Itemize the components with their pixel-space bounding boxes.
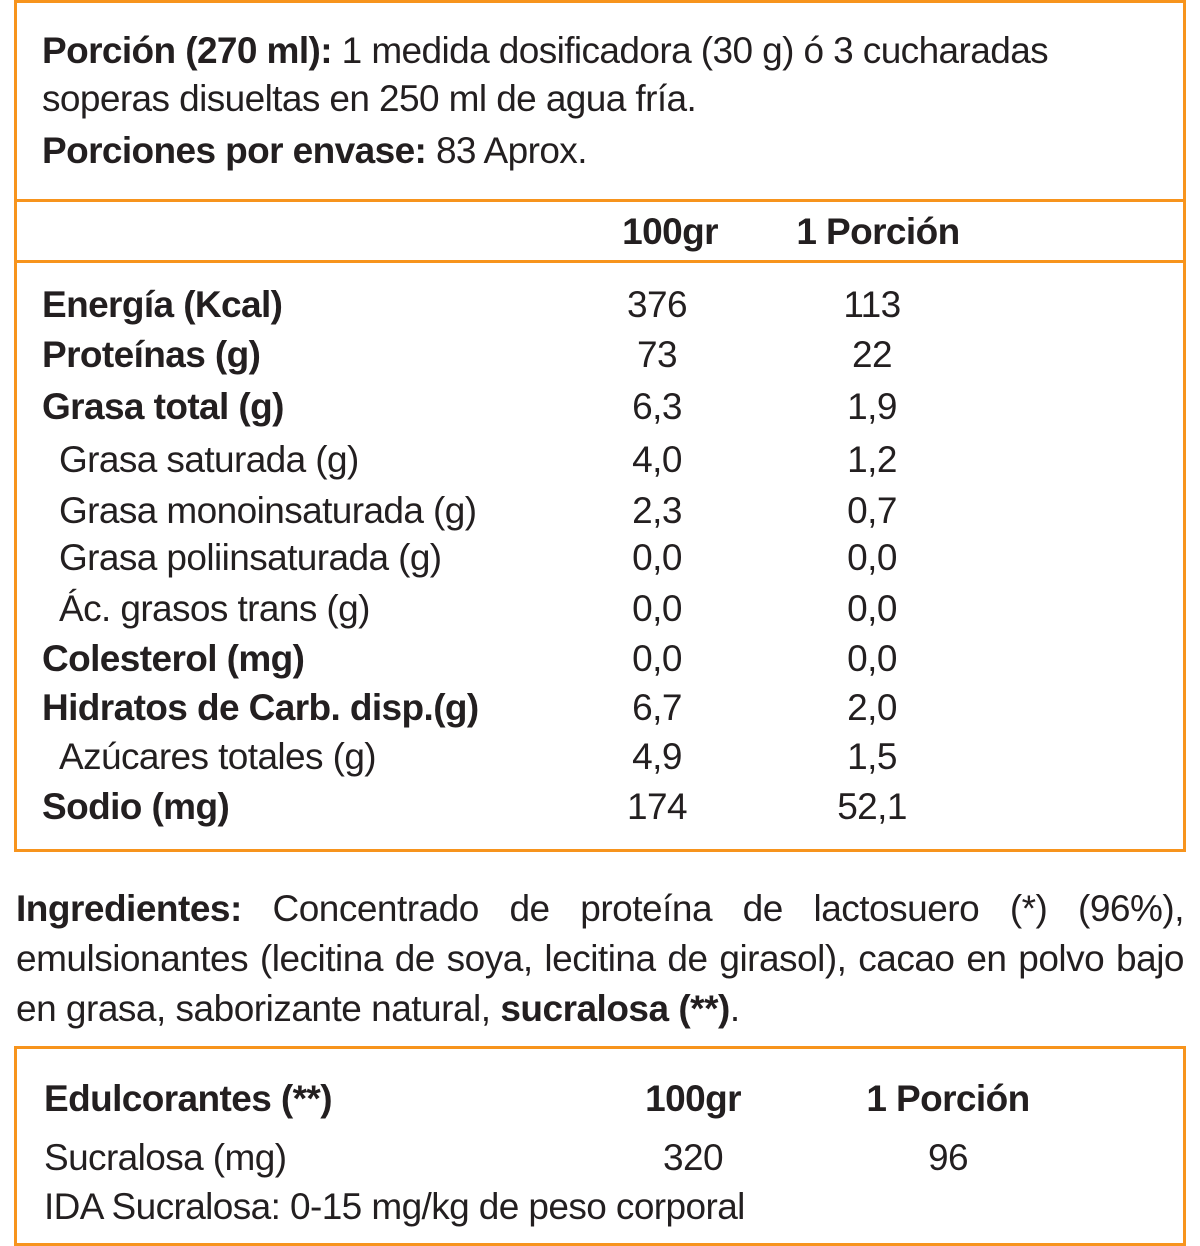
nutrient-label: Colesterol (mg) <box>42 638 305 679</box>
value-100gr: 376 <box>627 284 688 325</box>
value-100gr: 174 <box>627 786 688 827</box>
nutrient-label: Azúcares totales (g) <box>59 736 377 777</box>
value-100gr: 0,0 <box>632 638 682 679</box>
value-100gr: 0,0 <box>632 588 682 629</box>
value-porcion: 2,0 <box>847 687 897 728</box>
sweeteners-header-porcion: 1 Porción <box>866 1078 1030 1119</box>
divider <box>14 199 1186 202</box>
ingredients-end: . <box>729 988 740 1029</box>
ingredients-text: Ingredientes: Concentrado de proteína de… <box>16 884 1185 1034</box>
sucralose-100gr: 320 <box>663 1137 724 1178</box>
serving-text: 1 medida dosificadora (30 g) ó 3 cuchara… <box>331 30 1049 71</box>
value-100gr: 6,3 <box>632 386 682 427</box>
sucralose-label: Sucralosa (mg) <box>44 1137 287 1178</box>
serving-line-2: soperas disueltas en 250 ml de agua fría… <box>42 78 697 119</box>
serving-label: Porción (270 ml): <box>42 30 333 71</box>
nutrient-label: Grasa total (g) <box>42 386 284 427</box>
sweeteners-header-100gr: 100gr <box>645 1078 741 1119</box>
nutrient-label: Grasa poliinsaturada (g) <box>59 537 442 578</box>
nutrient-label: Proteínas (g) <box>42 334 261 375</box>
nutrient-label: Sodio (mg) <box>42 786 230 827</box>
value-porcion: 0,7 <box>847 490 897 531</box>
ingredients-body: Concentrado de proteína de lactosuero (*… <box>16 888 1185 1029</box>
ingredients-sucralose: sucralosa (**) <box>500 988 730 1029</box>
value-100gr: 4,9 <box>632 736 682 777</box>
sweeteners-footnote: IDA Sucralosa: 0-15 mg/kg de peso corpor… <box>44 1186 745 1227</box>
serving-line-1: Porción (270 ml): 1 medida dosificadora … <box>42 30 1049 71</box>
value-porcion: 22 <box>852 334 893 375</box>
value-porcion: 113 <box>843 284 901 325</box>
servings-value: 83 Aprox. <box>426 130 588 171</box>
header-100gr: 100gr <box>622 211 718 252</box>
servings-label: Porciones por envase: <box>42 130 427 171</box>
value-porcion: 0,0 <box>847 588 897 629</box>
value-100gr: 73 <box>637 334 678 375</box>
value-100gr: 0,0 <box>632 537 682 578</box>
nutrient-label: Hidratos de Carb. disp.(g) <box>42 687 479 728</box>
nutrient-label: Grasa monoinsaturada (g) <box>59 490 477 531</box>
nutrition-table-box <box>14 0 1186 852</box>
divider <box>14 260 1186 263</box>
ingredients-label: Ingredientes: <box>16 888 242 929</box>
value-porcion: 1,9 <box>847 386 897 427</box>
nutrient-label: Grasa saturada (g) <box>59 439 359 480</box>
sucralose-porcion: 96 <box>928 1137 969 1178</box>
nutrient-label: Energía (Kcal) <box>42 284 283 325</box>
value-porcion: 0,0 <box>847 537 897 578</box>
nutrient-label: Ác. grasos trans (g) <box>59 588 370 629</box>
value-porcion: 0,0 <box>847 638 897 679</box>
value-porcion: 1,5 <box>847 736 897 777</box>
value-100gr: 4,0 <box>632 439 682 480</box>
value-porcion: 52,1 <box>837 786 907 827</box>
sweeteners-title: Edulcorantes (**) <box>44 1078 333 1119</box>
value-100gr: 2,3 <box>632 490 682 531</box>
header-porcion: 1 Porción <box>796 211 960 252</box>
value-porcion: 1,2 <box>847 439 897 480</box>
servings-per-container: Porciones por envase: 83 Aprox. <box>42 132 587 169</box>
value-100gr: 6,7 <box>632 687 682 728</box>
